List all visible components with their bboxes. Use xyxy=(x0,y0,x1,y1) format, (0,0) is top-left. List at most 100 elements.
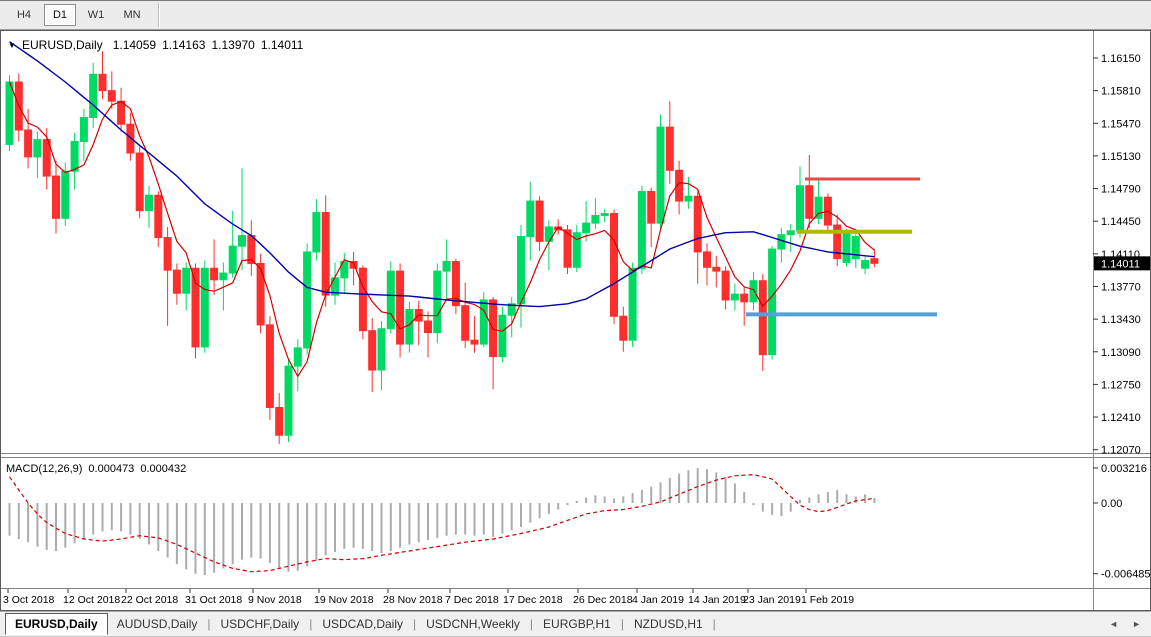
timeframe-button-w1[interactable]: W1 xyxy=(87,9,105,21)
tab-separator: | xyxy=(309,617,313,631)
tab-separator: | xyxy=(207,617,211,631)
timeframe-button-mn[interactable]: MN xyxy=(123,9,141,21)
candle xyxy=(712,255,721,288)
candle xyxy=(851,233,860,269)
candle xyxy=(628,262,637,347)
macd-axis-label: 0.003216 xyxy=(1101,463,1147,475)
date-axis-label: 28 Nov 2018 xyxy=(383,594,443,606)
candle xyxy=(451,258,460,315)
candle xyxy=(693,191,702,284)
candle xyxy=(135,145,144,219)
tab-scroll-left-icon[interactable]: ◄ xyxy=(1109,619,1119,629)
chart-title-open: 1.14059 xyxy=(113,38,157,52)
candle xyxy=(740,287,749,326)
candle xyxy=(52,160,60,234)
macd-label: MACD(12,26,9) 0.000473 0.000432 xyxy=(6,463,186,475)
price-axis-label: 1.16150 xyxy=(1101,53,1141,65)
candle xyxy=(386,261,395,334)
candle xyxy=(145,185,153,228)
price-axis-label: 1.12410 xyxy=(1101,412,1141,424)
candle xyxy=(61,162,70,226)
candle xyxy=(293,339,302,392)
candle xyxy=(424,311,432,358)
candle xyxy=(498,306,507,363)
candle xyxy=(24,108,33,169)
macd-value: 0.000473 xyxy=(88,463,134,475)
tab-separator: | xyxy=(529,617,534,631)
candle xyxy=(721,266,730,310)
macd-panel: 0.003216 0.00 -0.006485 xyxy=(8,463,1151,581)
date-axis-label: 26 Dec 2018 xyxy=(573,594,633,606)
candle xyxy=(89,62,98,129)
candle xyxy=(5,75,14,152)
tab-separator: | xyxy=(413,617,417,631)
timeframe-button-d1[interactable]: D1 xyxy=(44,4,76,26)
macd-name: MACD(12,26,9) xyxy=(6,463,82,475)
date-axis-label: 12 Oct 2018 xyxy=(63,594,120,606)
tab-eurgbp-h1[interactable]: EURGBP,H1 xyxy=(543,617,611,631)
candle xyxy=(507,297,516,338)
candle xyxy=(842,228,851,267)
chart-dropdown-icon[interactable]: ▼ xyxy=(8,41,16,50)
tab-eurusd-daily[interactable]: EURUSD,Daily xyxy=(5,613,108,635)
tab-separator: | xyxy=(620,617,624,631)
tab-scroll-arrows: ◄ ► xyxy=(1109,619,1141,629)
candle xyxy=(284,358,293,442)
macd-axis-label: -0.006485 xyxy=(1101,569,1151,581)
price-axis-label: 1.15130 xyxy=(1101,151,1141,163)
candle xyxy=(191,263,200,359)
tab-usdcnh-weekly[interactable]: USDCNH,Weekly xyxy=(426,617,520,631)
toolbar-separator xyxy=(158,3,160,27)
chart-title-high: 1.14163 xyxy=(162,38,206,52)
price-axis-label: 1.12070 xyxy=(1101,445,1141,457)
candle xyxy=(126,112,135,161)
candle xyxy=(200,260,209,353)
candle xyxy=(656,114,665,230)
ma-fast-line xyxy=(8,81,875,378)
chart-title-symbol: EURUSD,Daily xyxy=(22,38,103,52)
ma-slow-line xyxy=(9,41,875,308)
timeframe-button-h4[interactable]: H4 xyxy=(16,9,32,21)
date-axis-label: 23 Jan 2019 xyxy=(743,594,801,606)
candle xyxy=(768,246,777,360)
candle xyxy=(526,181,535,261)
candle xyxy=(703,243,711,286)
tab-separator: | xyxy=(712,617,716,631)
candle xyxy=(98,51,107,100)
candle xyxy=(238,168,246,271)
chart-title: EURUSD,Daily 1.14059 1.14163 1.13970 1.14011 xyxy=(22,38,304,52)
date-axis-label: 17 Dec 2018 xyxy=(503,594,563,606)
current-price-badge xyxy=(1094,256,1150,271)
candle xyxy=(154,191,163,248)
tab-audusd-daily[interactable]: AUDUSD,Daily xyxy=(116,617,198,631)
date-axis-label: 4 Jan 2019 xyxy=(632,594,684,606)
candle xyxy=(637,185,646,274)
candle xyxy=(163,226,172,326)
candle xyxy=(591,198,600,229)
candle xyxy=(377,321,386,391)
tab-scroll-right-icon[interactable]: ► xyxy=(1132,619,1141,629)
chart-title-low: 1.13970 xyxy=(211,38,255,52)
macd-signal-line xyxy=(9,474,875,573)
price-axis-label: 1.14790 xyxy=(1101,184,1141,196)
date-axis-label: 7 Dec 2018 xyxy=(445,594,499,606)
candle xyxy=(786,224,795,252)
candle xyxy=(749,272,758,311)
candle xyxy=(312,199,321,261)
candle xyxy=(349,251,358,286)
candle xyxy=(265,316,274,420)
candle xyxy=(228,210,237,278)
price-axis-label: 1.13430 xyxy=(1101,314,1141,326)
date-axis-label: 19 Nov 2018 xyxy=(314,594,374,606)
candle xyxy=(619,306,628,352)
tab-nzdusd-h1[interactable]: NZDUSD,H1 xyxy=(633,617,703,631)
candle xyxy=(600,208,609,223)
tab-usdcad-daily[interactable]: USDCAD,Daily xyxy=(322,617,403,631)
candle xyxy=(79,108,88,161)
tab-usdchf-daily[interactable]: USDCHF,Daily xyxy=(220,617,300,631)
candle xyxy=(256,253,265,334)
candle xyxy=(275,393,284,444)
candle xyxy=(358,265,367,340)
